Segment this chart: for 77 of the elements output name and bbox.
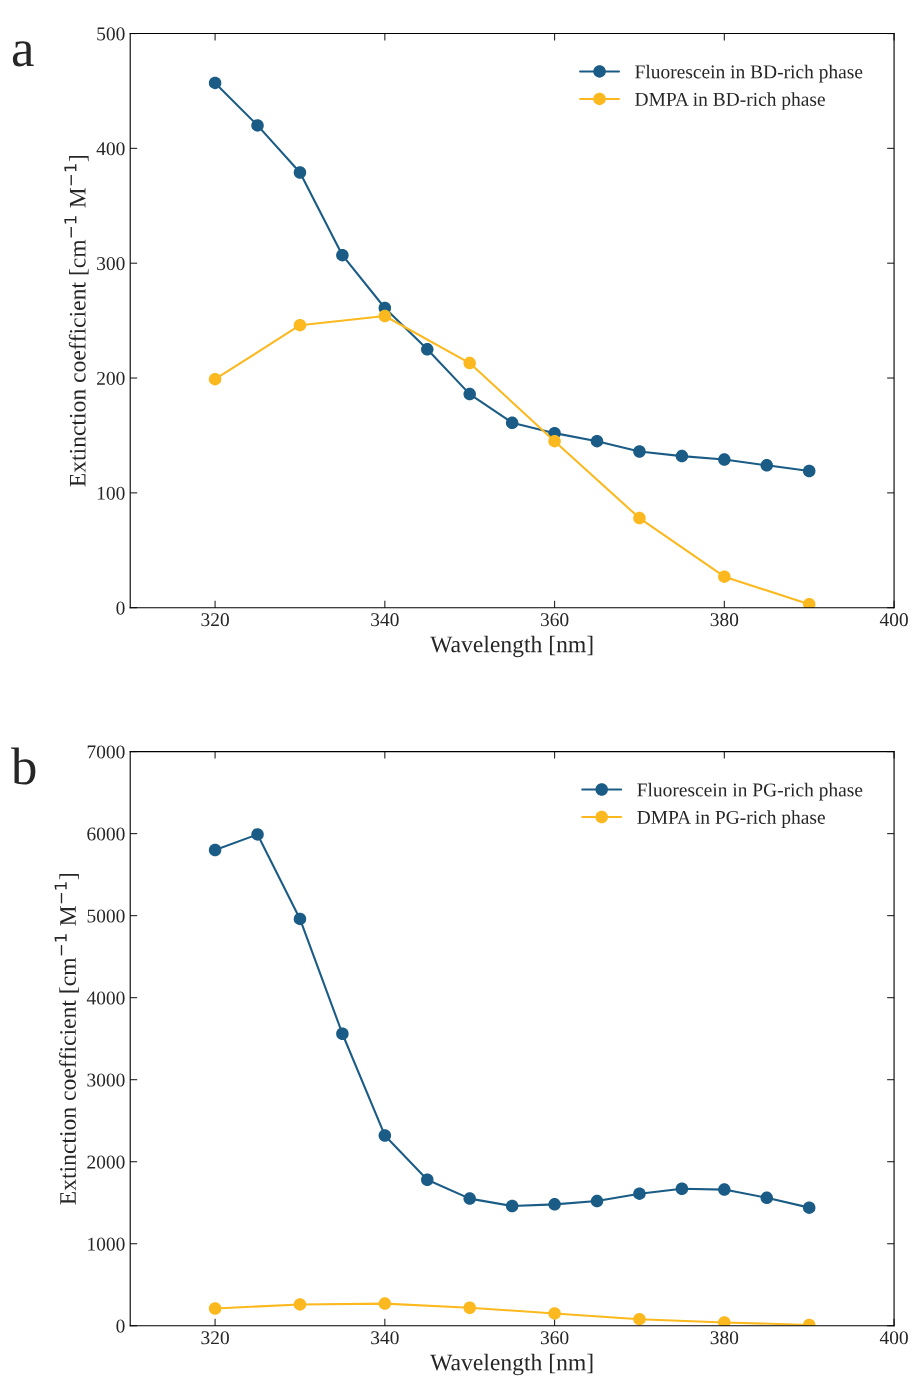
point bbox=[802, 1201, 816, 1214]
y-tick-label: 7000 bbox=[87, 745, 125, 759]
point bbox=[378, 1129, 392, 1142]
point bbox=[548, 1307, 561, 1320]
x-tick-label: 360 bbox=[540, 1331, 569, 1345]
point bbox=[251, 828, 264, 841]
point bbox=[463, 387, 476, 401]
point bbox=[633, 1312, 646, 1326]
point bbox=[718, 570, 731, 583]
text: b bbox=[11, 747, 36, 785]
x-tick-label: 380 bbox=[710, 1331, 739, 1345]
point bbox=[548, 1198, 561, 1211]
point bbox=[633, 511, 646, 525]
point bbox=[802, 598, 816, 608]
x-tick-label: 320 bbox=[201, 613, 229, 627]
x-tick-label: 380 bbox=[710, 613, 739, 627]
point bbox=[208, 372, 222, 386]
point bbox=[421, 1173, 434, 1186]
point bbox=[208, 1302, 222, 1315]
point bbox=[208, 76, 222, 90]
x-tick-label: 400 bbox=[879, 613, 908, 627]
point bbox=[378, 309, 392, 323]
point bbox=[463, 1192, 476, 1205]
point bbox=[675, 1182, 689, 1196]
point bbox=[293, 318, 307, 332]
point bbox=[293, 1298, 307, 1311]
y-tick-label: 0 bbox=[116, 601, 125, 615]
point bbox=[293, 166, 307, 179]
point bbox=[802, 464, 816, 478]
y-tick-label: 300 bbox=[97, 257, 125, 271]
x-tick-label: 400 bbox=[879, 1331, 908, 1345]
legend-label: DMPA in BD-rich phase bbox=[635, 92, 825, 110]
y-tick-label: 400 bbox=[96, 142, 125, 156]
point bbox=[293, 912, 307, 926]
text: a bbox=[12, 41, 34, 67]
y-axis-title: Extinction coefficient [cm$^{−1}$ M$^{−1}$] bbox=[54, 873, 79, 1205]
legend-label: DMPA in PG-rich phase bbox=[637, 810, 825, 828]
legend-label: Fluorescein in BD-rich phase bbox=[635, 64, 863, 83]
y-tick-label: 500 bbox=[97, 27, 125, 41]
x-tick-label: 340 bbox=[371, 613, 399, 627]
x-axis-title: Wavelength [nm] bbox=[430, 1353, 593, 1376]
y-tick-label: 1000 bbox=[88, 1237, 125, 1251]
point bbox=[548, 434, 561, 448]
point bbox=[463, 356, 476, 370]
point bbox=[633, 1187, 646, 1200]
point bbox=[378, 1297, 392, 1310]
x-tick-label: 340 bbox=[371, 1331, 399, 1345]
point bbox=[760, 459, 774, 472]
point bbox=[505, 1199, 519, 1213]
point bbox=[251, 119, 264, 132]
point bbox=[505, 416, 519, 430]
x-axis-title: Wavelength [nm] bbox=[430, 635, 593, 658]
point bbox=[633, 445, 646, 458]
y-tick-label: 3000 bbox=[87, 1073, 125, 1087]
x-tick-label: 360 bbox=[540, 613, 569, 627]
point bbox=[718, 1183, 731, 1196]
point bbox=[421, 343, 434, 356]
y-axis-title: Extinction coefficient [cm$^{−1}$ M$^{−1}$] bbox=[64, 155, 89, 487]
point bbox=[590, 434, 604, 448]
point bbox=[336, 248, 349, 262]
y-tick-label: 5000 bbox=[87, 909, 125, 923]
y-tick-label: 2000 bbox=[87, 1155, 125, 1169]
y-tick-label: 4000 bbox=[86, 991, 125, 1005]
y-tick-label: 100 bbox=[97, 486, 125, 500]
y-tick-label: 0 bbox=[116, 1319, 125, 1333]
point bbox=[590, 1194, 604, 1208]
point bbox=[718, 453, 731, 466]
y-tick-label: 6000 bbox=[87, 827, 125, 841]
point bbox=[718, 1316, 731, 1326]
point bbox=[760, 1191, 774, 1205]
legend-label: Fluorescein in PG-rich phase bbox=[637, 782, 863, 801]
x-tick-label: 320 bbox=[201, 1331, 229, 1345]
point bbox=[208, 843, 222, 857]
point bbox=[463, 1301, 476, 1314]
point bbox=[336, 1027, 349, 1040]
y-tick-label: 200 bbox=[97, 371, 125, 385]
point bbox=[675, 449, 689, 463]
